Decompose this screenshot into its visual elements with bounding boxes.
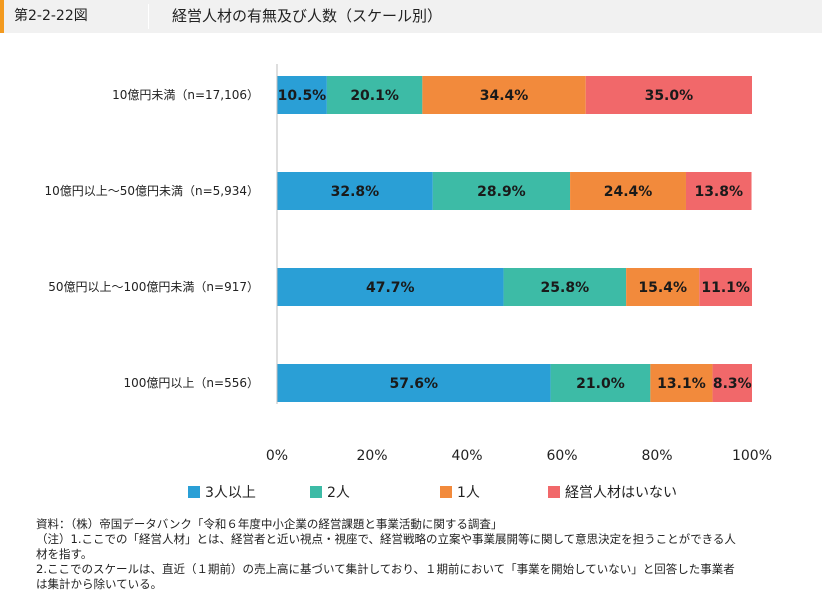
legend-label: 3人以上	[205, 485, 256, 501]
bar-segment	[650, 364, 713, 402]
legend-swatch	[548, 486, 560, 498]
data-label: 20.1%	[350, 88, 399, 104]
x-tick-label: 80%	[641, 448, 672, 464]
x-tick-label: 60%	[546, 448, 577, 464]
bar-segment	[712, 364, 752, 402]
x-tick-label: 20%	[356, 448, 387, 464]
data-label: 32.8%	[331, 184, 380, 200]
data-label: 8.3%	[713, 376, 752, 392]
note-2-line-1: 2.ここでのスケールは、直近（１期前）の売上高に基づいて集計しており、１期前にお…	[36, 562, 735, 576]
source-notes: 資料：（株）帝国データバンク「令和６年度中小企業の経営課題と事業活動に関する調査…	[36, 517, 806, 592]
data-label: 35.0%	[645, 88, 694, 104]
category-label: 50億円以上～100億円未満（n=917）	[48, 280, 259, 294]
bar-segment	[277, 364, 551, 402]
data-label: 15.4%	[638, 280, 687, 296]
category-label: 10億円未満（n=17,106）	[112, 88, 259, 102]
x-tick-label: 100%	[732, 448, 772, 464]
data-label: 34.4%	[480, 88, 529, 104]
bar-segment	[432, 172, 571, 210]
header-accent-bar	[0, 0, 4, 33]
bar-segment	[503, 268, 627, 306]
data-label: 25.8%	[541, 280, 590, 296]
bar-segment	[326, 76, 423, 114]
bar-segment	[570, 172, 686, 210]
legend-swatch	[440, 486, 452, 498]
figure-number: 第2-2-22図	[14, 8, 88, 24]
category-label: 100億円以上（n=556）	[124, 376, 259, 390]
bar-segment	[422, 76, 586, 114]
bar-segment	[699, 268, 752, 306]
data-label: 47.7%	[366, 280, 415, 296]
bar-segments	[277, 76, 752, 402]
legend-label: 1人	[457, 485, 480, 501]
category-labels: 10億円未満（n=17,106） 10億円以上～50億円未満（n=5,934） 50…	[44, 88, 259, 390]
data-label: 13.1%	[657, 376, 706, 392]
data-label: 24.4%	[604, 184, 653, 200]
x-tick-label: 40%	[451, 448, 482, 464]
category-label: 10億円以上～50億円未満（n=5,934）	[44, 184, 259, 198]
note-1-line-1: （注）1.ここでの「経営人材」とは、経営者と近い視点・視座で、経営戦略の立案や事…	[36, 532, 736, 546]
bar-segment	[626, 268, 700, 306]
legend-label: 経営人材はいない	[565, 485, 677, 501]
figure-title: 経営人材の有無及び人数（スケール別）	[172, 7, 443, 25]
legend-swatch	[310, 486, 322, 498]
data-label: 13.8%	[694, 184, 743, 200]
bar-segment	[550, 364, 651, 402]
bar-segment	[277, 172, 433, 210]
legend: 3人以上 2人 1人 経営人材はいない	[188, 485, 677, 501]
stacked-bar-chart: 10億円未満（n=17,106） 10億円以上～50億円未満（n=5,934） 50…	[44, 64, 772, 501]
bar-segment	[277, 76, 327, 114]
data-label: 57.6%	[390, 376, 439, 392]
source-note: 資料：（株）帝国データバンク「令和６年度中小企業の経営課題と事業活動に関する調査…	[36, 517, 503, 531]
header-divider	[148, 4, 149, 29]
data-label: 21.0%	[576, 376, 625, 392]
figure-header: 第2-2-22図 経営人材の有無及び人数（スケール別）	[0, 0, 822, 33]
segment-labels: 10.5% 20.1% 34.4% 35.0% 32.8% 28.9% 24.4% 13.8%…	[278, 88, 752, 392]
note-1-line-2: 材を指す。	[36, 547, 93, 561]
legend-label: 2人	[327, 485, 350, 501]
bar-segment	[277, 268, 504, 306]
x-axis-tick-labels: 0% 20% 40% 60% 80% 100%	[266, 448, 772, 464]
bar-segment	[585, 76, 752, 114]
legend-swatch	[188, 486, 200, 498]
bar-segment	[685, 172, 752, 210]
data-label: 11.1%	[701, 280, 750, 296]
note-2-line-2: は集計から除いている。	[36, 577, 163, 591]
data-label: 28.9%	[477, 184, 526, 200]
x-tick-label: 0%	[266, 448, 288, 464]
data-label: 10.5%	[278, 88, 327, 104]
